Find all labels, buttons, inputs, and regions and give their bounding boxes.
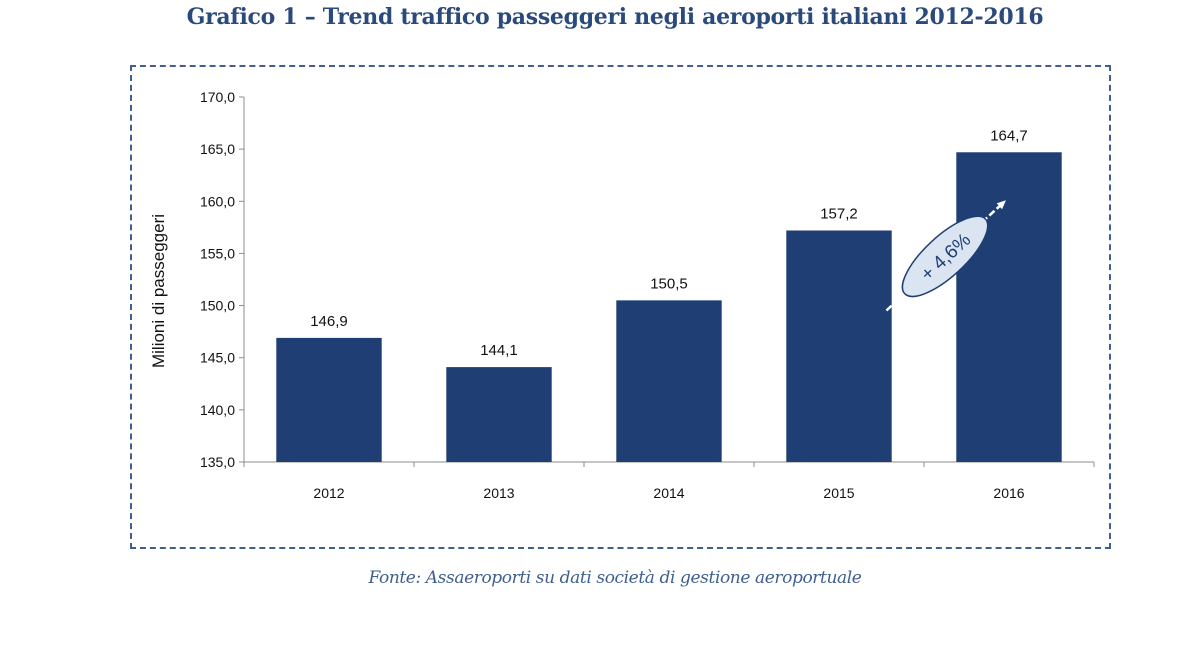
y-tick-label: 145,0 (200, 350, 235, 366)
bar-2013 (446, 367, 552, 462)
bar-2016 (956, 152, 1062, 462)
data-label-2014: 150,5 (650, 275, 688, 292)
x-tick-label-2014: 2014 (653, 485, 684, 501)
data-label-2013: 144,1 (480, 342, 518, 359)
y-tick-label: 170,0 (200, 89, 235, 105)
x-tick-label-2015: 2015 (823, 485, 854, 501)
x-tick-label-2016: 2016 (993, 485, 1024, 501)
y-tick-label: 140,0 (200, 402, 235, 418)
plot-area: 135,0 140,0 145,0 150,0 155,0 160,0 165,0 170,0… (200, 89, 1095, 501)
y-tick-label: 155,0 (200, 245, 235, 261)
source-note: Fonte: Assaeroporti su dati società di g… (368, 568, 862, 588)
bar-2014 (616, 300, 722, 462)
y-axis-title: Milioni di passeggeri (149, 214, 168, 368)
bar-2015 (786, 230, 892, 462)
chart-frame: 135,0 140,0 145,0 150,0 155,0 160,0 165,0 170,0… (130, 65, 1111, 549)
y-tick-label: 165,0 (200, 141, 235, 157)
chart-title: Grafico 1 – Trend traffico passeggeri ne… (186, 4, 1044, 30)
y-tick-label: 160,0 (200, 193, 235, 209)
bar-chart: 135,0 140,0 145,0 150,0 155,0 160,0 165,0 170,0… (149, 89, 1095, 501)
data-label-2016: 164,7 (990, 127, 1028, 144)
y-tick-label: 150,0 (200, 298, 235, 314)
growth-badge (901, 215, 989, 298)
bar-2012 (276, 337, 382, 462)
data-label-2015: 157,2 (820, 205, 858, 222)
x-tick-label-2012: 2012 (313, 485, 344, 501)
y-tick-label: 135,0 (200, 454, 235, 470)
data-label-2012: 146,9 (310, 313, 348, 330)
x-tick-label-2013: 2013 (483, 485, 514, 501)
